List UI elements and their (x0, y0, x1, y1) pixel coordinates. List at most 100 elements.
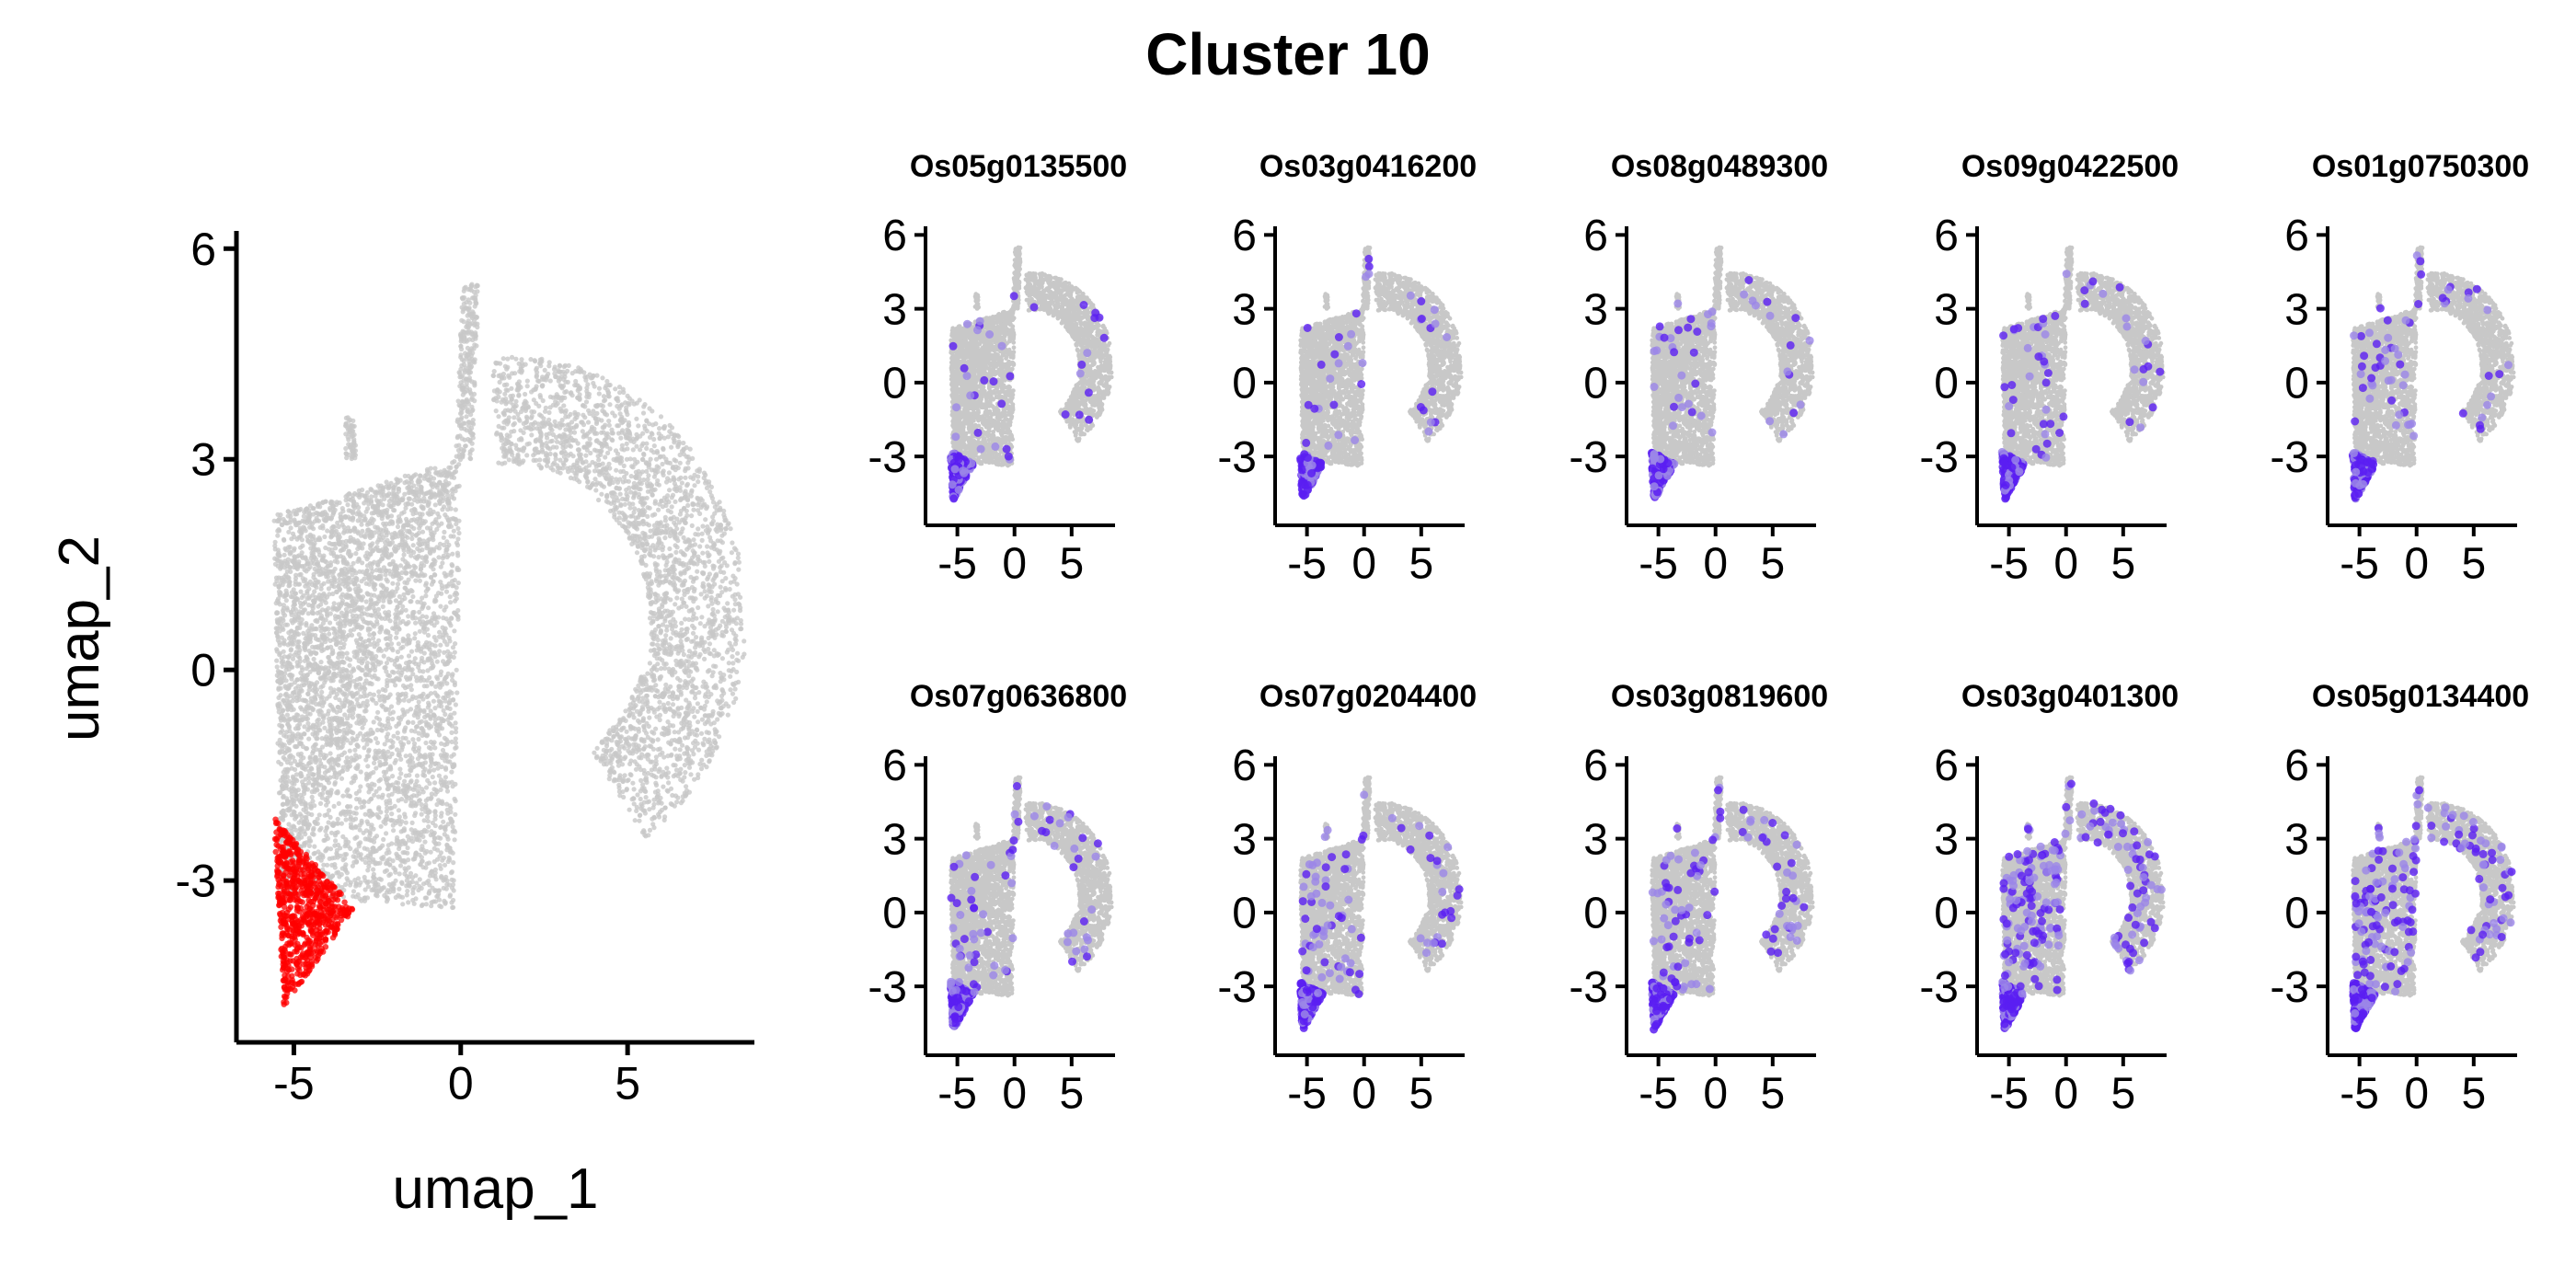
cell-point (398, 692, 404, 698)
cell-point (326, 808, 332, 813)
cell-point (475, 283, 480, 289)
cell-point (348, 880, 353, 885)
cell-point (314, 644, 319, 650)
cell-point (402, 595, 408, 602)
cell-point (373, 861, 378, 867)
cell-point (448, 523, 454, 529)
cell-point (433, 598, 439, 604)
cell-point (704, 699, 709, 705)
cell-point (285, 703, 291, 709)
cell-point (422, 839, 428, 845)
cell-point (366, 864, 372, 869)
cell-point (345, 766, 351, 773)
cell-point (471, 317, 477, 323)
cell-point (444, 788, 451, 794)
cell-point (390, 740, 396, 745)
cell-point (431, 611, 437, 616)
cell-point (308, 805, 314, 811)
cell-point (436, 681, 442, 686)
cell-point (447, 594, 453, 600)
cell-point (451, 897, 456, 903)
cell-point (375, 500, 381, 505)
cell-point (328, 660, 334, 666)
cell-point (385, 673, 391, 678)
cell-point (318, 512, 324, 517)
cell-point (315, 559, 321, 565)
cell-point (395, 581, 401, 587)
cell-point (272, 581, 278, 587)
cell-point (397, 863, 404, 868)
cell-point (283, 588, 289, 593)
cell-point (359, 518, 364, 523)
cell-point (376, 689, 382, 695)
cell-point (326, 627, 331, 632)
cell-point (450, 672, 455, 677)
cell-point (332, 855, 338, 860)
cell-point (305, 595, 310, 602)
cell-point (331, 627, 337, 632)
cell-point (441, 535, 446, 540)
cell-point (380, 885, 385, 891)
cell-point (431, 845, 437, 852)
cell-point (386, 857, 392, 862)
cell-point (296, 832, 302, 837)
cell-point (426, 891, 431, 896)
cell-point (410, 694, 416, 699)
cell-point (424, 546, 430, 551)
cell-point (365, 836, 371, 842)
cell-point (414, 773, 420, 778)
cell-point (441, 819, 446, 824)
cell-point (275, 634, 281, 639)
cell-point (278, 704, 283, 709)
cell-point (399, 742, 405, 748)
cell-point (408, 768, 414, 774)
cell-point (310, 707, 316, 713)
cell-point (281, 649, 286, 654)
cell-point (350, 715, 356, 720)
cell-point (343, 606, 349, 612)
cell-point (418, 675, 423, 681)
cell-point (395, 747, 400, 753)
cell-point (357, 822, 362, 828)
cell-point (446, 471, 452, 477)
cell-point (379, 509, 385, 514)
cell-point (443, 616, 449, 622)
cell-point (408, 674, 413, 680)
cell-point (365, 764, 371, 769)
cell-point (391, 889, 397, 894)
cell-point (280, 625, 285, 631)
cell-point (324, 559, 329, 565)
cell-point (456, 423, 463, 429)
cell-point (431, 698, 436, 704)
cell-point (381, 653, 386, 659)
cell-point (408, 779, 413, 785)
cell-point (472, 342, 477, 348)
cell-point (436, 472, 442, 477)
cell-point (285, 509, 291, 514)
cell-point (469, 396, 475, 401)
cell-point (333, 830, 339, 836)
cell-point (475, 289, 480, 294)
cell-point (429, 758, 434, 765)
cell-point (279, 660, 284, 665)
cell-point (344, 870, 350, 876)
cell-point (367, 533, 373, 538)
cell-point (322, 510, 328, 515)
cell-point (447, 759, 453, 765)
cell-point (407, 480, 412, 487)
cell-point (419, 484, 424, 489)
cell-point (360, 658, 365, 664)
cell-point (274, 673, 280, 678)
cell-point (346, 587, 351, 592)
cell-point (463, 443, 468, 449)
cell-point (408, 523, 414, 529)
cell-point (399, 608, 405, 614)
cell-point (381, 749, 386, 754)
cell-point (673, 602, 678, 607)
cell-point (423, 895, 429, 901)
cell-point (315, 619, 320, 625)
cell-point (288, 525, 293, 531)
cell-point (294, 596, 300, 602)
cell-point (453, 468, 459, 475)
